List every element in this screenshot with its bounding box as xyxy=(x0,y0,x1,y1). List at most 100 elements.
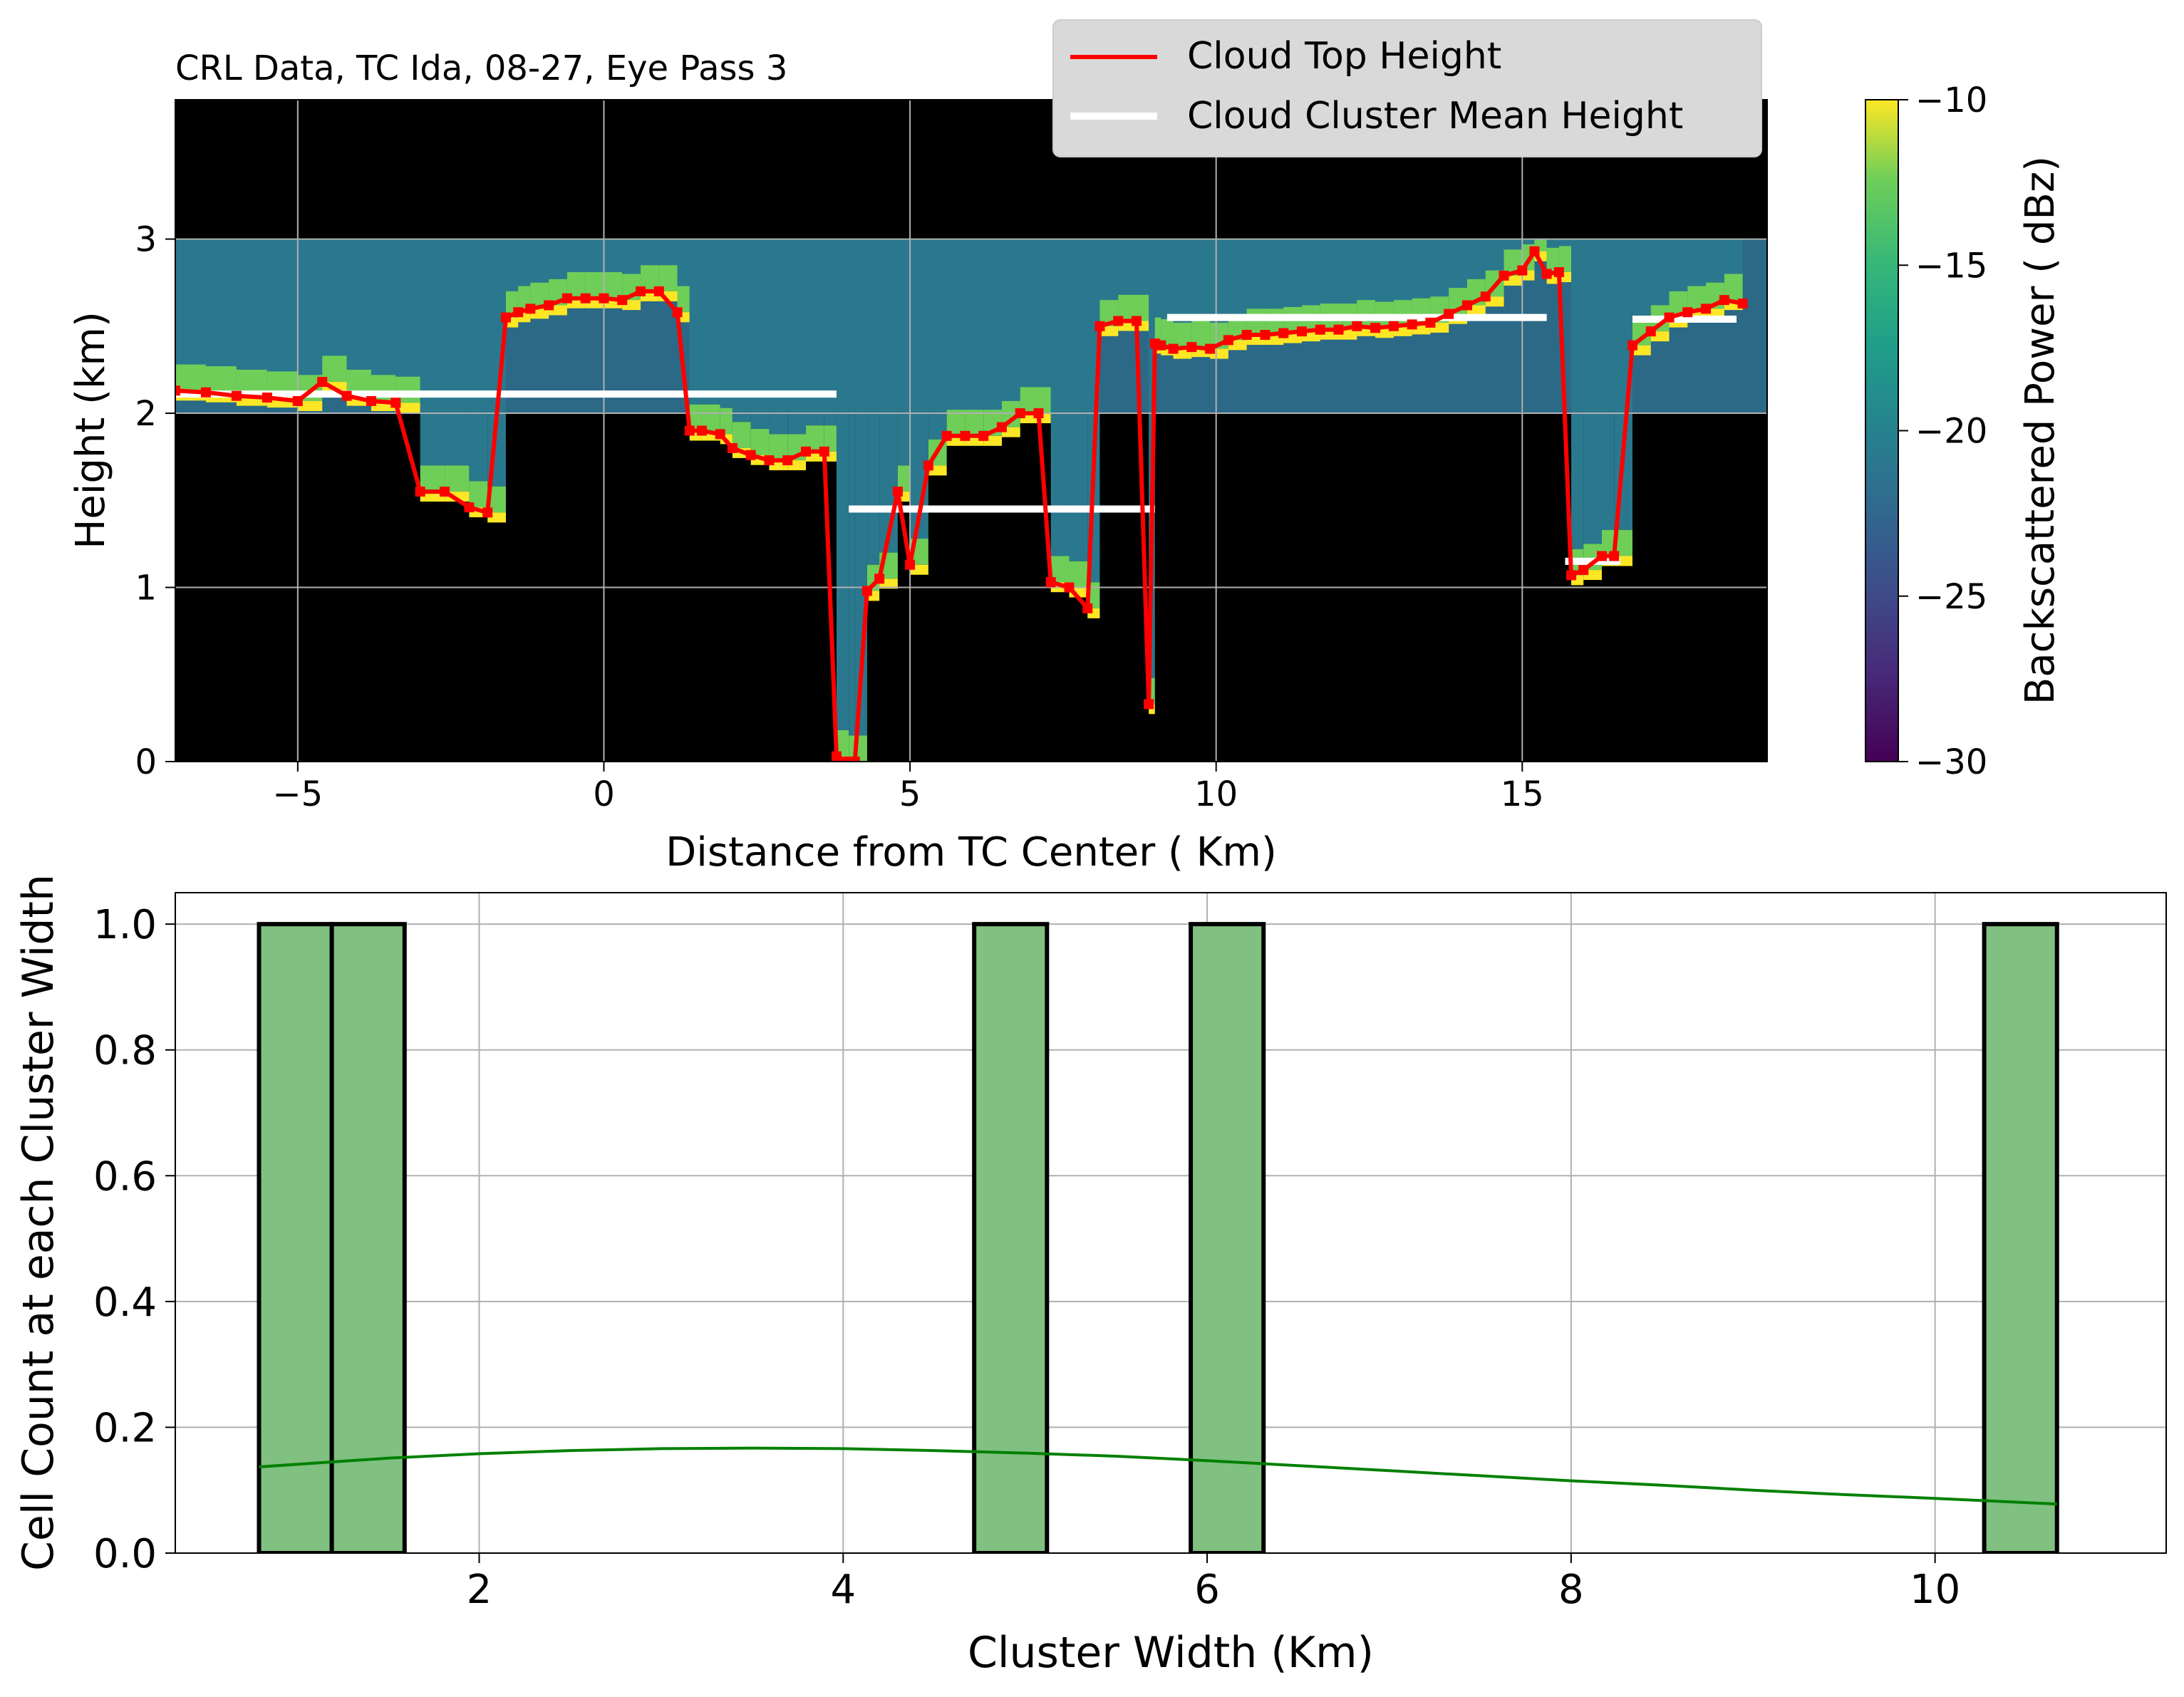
heatmap-column-echo xyxy=(549,239,567,279)
heatmap-column-echo xyxy=(175,239,206,365)
bottom-y-axis-label: Cell Count at each Cluster Width xyxy=(14,874,63,1571)
heatmap-column-edge xyxy=(1602,529,1615,556)
cloud-top-height-point xyxy=(801,446,812,457)
heatmap-column-echo xyxy=(585,239,604,273)
top-y-axis-label: Height (km) xyxy=(68,311,114,549)
cloud-top-height-point xyxy=(292,395,303,406)
cloud-top-height-point xyxy=(1015,408,1025,419)
cloud-top-height-point xyxy=(653,286,664,296)
cloud-top-height-point xyxy=(1082,603,1093,613)
top-y-tick-label: 0 xyxy=(135,742,157,782)
cloud-top-height-point xyxy=(1223,335,1233,346)
cloud-top-height-point xyxy=(1701,303,1712,314)
heatmap-column-echo xyxy=(641,239,659,266)
cloud-top-height-point xyxy=(525,303,536,314)
cloud-top-height-point xyxy=(978,430,989,441)
heatmap-column-echo xyxy=(1504,239,1523,250)
heatmap-column-edge xyxy=(1558,246,1572,273)
kde-line xyxy=(259,1446,2057,1506)
colorbar-tick-label: −25 xyxy=(1915,577,1987,617)
cloud-top-height-point xyxy=(1444,308,1454,319)
heatmap-column-echo xyxy=(420,239,445,466)
heatmap-column-echo xyxy=(1724,239,1743,274)
top-y-ticks: 0 1 2 3 xyxy=(135,220,175,782)
top-x-tick-label: 10 xyxy=(1194,774,1238,814)
heatmap-column-echo xyxy=(1320,239,1339,304)
heatmap-column-echo xyxy=(1283,239,1302,307)
cloud-top-height-point xyxy=(923,460,933,471)
top-x-ticks: −5 0 5 10 15 xyxy=(272,762,1544,814)
cloud-top-height-point xyxy=(1627,340,1637,351)
heatmap-column-echo xyxy=(1485,239,1504,271)
bottom-x-axis-label: Cluster Width (Km) xyxy=(968,1628,1374,1678)
cloud-top-height-point xyxy=(636,286,646,296)
heatmap-column-peak xyxy=(297,400,323,411)
heatmap-column-echo xyxy=(1001,239,1020,401)
heatmap-column-edge xyxy=(1087,582,1100,608)
heatmap-column-echo xyxy=(769,239,788,435)
heatmap-column-echo xyxy=(1571,239,1584,549)
histogram-bar xyxy=(329,922,407,1553)
heatmap-column-echo xyxy=(897,239,911,466)
cloud-top-height-point xyxy=(440,487,450,497)
top-y-tick-label: 3 xyxy=(135,220,157,260)
heatmap-column-edge xyxy=(1136,294,1149,321)
legend-cloud-top-label: Cloud Top Height xyxy=(1187,35,1501,78)
cloud-top-height-point xyxy=(482,507,493,518)
heatmap-column-echo xyxy=(658,239,678,266)
bottom-y-tick-label: 0.8 xyxy=(93,1028,157,1074)
cloud-top-height-point xyxy=(1045,577,1056,588)
heatmap-column-echo xyxy=(1546,239,1559,248)
histogram-bar xyxy=(1189,922,1266,1553)
heatmap-column-echo xyxy=(787,239,807,435)
bottom-plot-background xyxy=(175,893,2166,1553)
bottom-x-tick-label: 4 xyxy=(830,1567,856,1613)
bottom-x-tick-label: 10 xyxy=(1910,1567,1960,1613)
cloud-top-height-point xyxy=(1609,551,1620,561)
heatmap-column-echo xyxy=(824,239,837,426)
heatmap-column-edge xyxy=(1154,317,1161,344)
heatmap-column-echo xyxy=(1602,239,1615,530)
cloud-top-height-point xyxy=(1425,317,1436,328)
cloud-top-height-point xyxy=(745,450,756,460)
cloud-top-height-point xyxy=(599,293,609,303)
cloud-top-height-point xyxy=(1682,307,1693,318)
heatmap-column-edge xyxy=(1038,387,1051,414)
colorbar-label: Backscattered Power ( dBz) xyxy=(2017,156,2064,705)
cloud-top-height-point xyxy=(1541,269,1552,279)
heatmap-column-echo xyxy=(395,239,420,377)
cloud-top-height-point xyxy=(1278,328,1289,338)
histogram-bars xyxy=(257,922,2059,1553)
cloud-top-height-point xyxy=(892,487,903,497)
heatmap-column-echo xyxy=(445,239,470,466)
top-x-tick-label: −5 xyxy=(272,774,323,814)
cloud-top-height-point xyxy=(1296,326,1307,337)
cloud-top-height-point xyxy=(1553,267,1564,278)
cloud-top-height-point xyxy=(996,422,1007,432)
cloud-top-height-point xyxy=(696,425,707,436)
colorbar-tick-label: −30 xyxy=(1915,742,1987,782)
bottom-x-tick-label: 2 xyxy=(467,1567,492,1613)
cloud-top-height-point xyxy=(715,429,725,440)
heatmap-column-echo xyxy=(1173,239,1192,323)
heatmap-column-echo xyxy=(836,239,849,730)
cloud-top-height-point xyxy=(844,757,854,762)
heatmap-column-echo xyxy=(604,239,623,273)
cloud-top-height-point xyxy=(905,559,916,570)
cloud-top-height-point xyxy=(1737,299,1748,309)
cloud-top-height-point xyxy=(1352,321,1362,331)
cloud-top-height-point xyxy=(1156,340,1166,351)
cloud-top-height-point xyxy=(960,430,971,441)
cloud-top-height-point xyxy=(849,757,860,762)
colorbar-tick-label: −15 xyxy=(1915,246,1987,286)
bottom-gridlines xyxy=(175,893,2166,1553)
heatmap-column-echo xyxy=(530,239,549,283)
heatmap-column-echo xyxy=(983,239,1002,410)
cloud-top-height-point xyxy=(1578,565,1589,576)
heatmap-column-echo xyxy=(1338,239,1357,304)
cloud-top-height-point xyxy=(415,487,425,497)
heatmap-column-echo xyxy=(1412,239,1431,299)
heatmap-column-echo xyxy=(1099,239,1119,301)
cloud-top-height-point xyxy=(782,455,793,466)
